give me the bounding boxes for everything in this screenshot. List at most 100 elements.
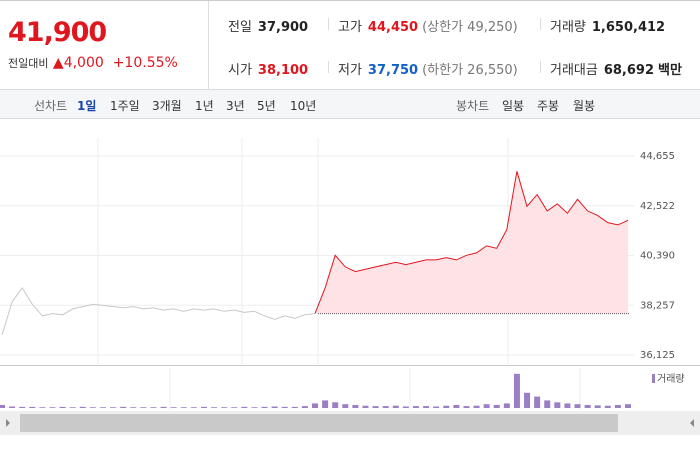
price-box: 41,900 전일대비 ▲4,000 +10.55%	[0, 1, 209, 89]
stat-label: 거래량	[550, 20, 586, 35]
legend-swatch	[652, 374, 655, 383]
period-button[interactable]: 5년	[257, 99, 276, 113]
volume-bar	[301, 406, 308, 408]
line	[1, 286, 316, 336]
volume-bar	[190, 407, 197, 408]
volume-bar	[59, 406, 66, 408]
separator	[540, 61, 541, 73]
candle-button[interactable]: 일봉	[502, 99, 525, 113]
y-tick-label: 38,257	[640, 300, 675, 311]
stat: 거래량 1,650,412	[550, 16, 665, 35]
candle-button[interactable]: 주봉	[537, 99, 560, 113]
separator	[328, 61, 329, 73]
volume-bar	[544, 400, 551, 408]
volume-bar	[241, 406, 248, 408]
candle-button[interactable]: 월봉	[573, 99, 596, 113]
volume-bar	[69, 407, 76, 408]
volume-bar	[453, 404, 460, 408]
volume-bar	[231, 407, 238, 408]
volume-bar	[0, 404, 5, 408]
scroll-left[interactable]	[6, 419, 10, 427]
period-button[interactable]: 3년	[226, 99, 245, 113]
volume-bar	[554, 402, 561, 408]
period-button[interactable]: 1년	[195, 99, 214, 113]
volume-bar	[473, 405, 480, 408]
y-tick-label: 36,125	[640, 350, 675, 361]
stat-value: 44,450	[367, 20, 419, 35]
line-chart-label: 선차트	[34, 99, 68, 113]
price: 41,900	[8, 17, 107, 48]
period-button[interactable]: 1일	[77, 99, 97, 113]
stat: 거래대금 68,692 백만	[550, 59, 682, 78]
change-label: 전일대비	[8, 57, 49, 70]
volume-bar	[382, 406, 389, 408]
volume-bar	[513, 373, 520, 408]
stat-value: 37,750	[367, 63, 419, 78]
volume-bar	[402, 406, 409, 408]
separator	[328, 18, 329, 30]
stat-label: 저가	[338, 63, 362, 78]
y-tick-label: 44,655	[640, 151, 675, 162]
stat: 저가 37,750 (하한가 26,550)	[338, 59, 518, 78]
volume-bar	[625, 404, 631, 408]
stat-value: 68,692	[603, 63, 655, 78]
period-button[interactable]: 1주일	[110, 99, 140, 113]
volume-bar	[332, 402, 339, 408]
volume-bar	[29, 406, 36, 408]
volume-bar	[412, 406, 419, 408]
volume-bar	[89, 407, 96, 408]
period-button[interactable]: 3개월	[152, 99, 182, 113]
volume-bar	[352, 404, 359, 408]
volume-bar	[574, 404, 581, 408]
scroll-right[interactable]	[690, 419, 694, 427]
volume-bar	[39, 407, 46, 408]
volume-bar	[342, 404, 349, 408]
y-tick-label: 42,522	[640, 201, 675, 212]
volume-bar	[49, 407, 56, 408]
volume-bar	[483, 404, 490, 408]
change-value: 4,000	[63, 55, 104, 71]
scrollbar-thumb[interactable]	[20, 414, 618, 432]
volume-bar	[594, 405, 601, 408]
volume-bar	[584, 404, 591, 408]
chart: 44,655 42,522 40,390 38,257 36,125 거래량	[0, 138, 700, 435]
volume-bar	[9, 406, 16, 408]
volume-bar	[271, 406, 278, 408]
volume-bar	[291, 406, 298, 408]
volume-bar	[130, 407, 137, 408]
y-tick-label: 40,390	[640, 251, 675, 262]
volume-bar	[281, 406, 288, 408]
candle-chart-label: 봉차트	[456, 99, 490, 113]
volume-bar	[362, 405, 369, 408]
change: 전일대비 ▲4,000 +10.55%	[8, 55, 178, 71]
stat-label: 고가	[338, 20, 362, 35]
stat-label: 전일	[228, 20, 252, 35]
volume-bar	[110, 407, 117, 408]
volume-bar	[524, 392, 531, 408]
stat: 고가 44,450 (상한가 49,250)	[338, 16, 518, 35]
volume-bar	[564, 403, 571, 408]
volume-bar	[534, 396, 541, 408]
volume-bar	[221, 407, 228, 408]
stat-value: 37,900	[257, 20, 309, 35]
stat-label: 시가	[228, 63, 252, 78]
volume-bar	[120, 406, 127, 408]
volume-bar	[312, 403, 318, 408]
stat-label: 거래대금	[550, 63, 598, 78]
change-pct: +10.55%	[112, 55, 178, 71]
volume-bar	[503, 403, 510, 408]
area	[315, 171, 628, 314]
stat-value: 38,100	[257, 63, 309, 78]
volume-bar	[170, 407, 177, 408]
volume-bar	[19, 406, 26, 408]
volume-bar	[160, 406, 167, 408]
separator	[540, 18, 541, 30]
volume-bar	[322, 400, 329, 408]
volume-bar	[423, 406, 430, 408]
volume-bar	[443, 405, 450, 408]
volume-bar	[140, 407, 147, 408]
period-button[interactable]: 10년	[290, 99, 317, 113]
volume-bar	[463, 406, 470, 408]
volume-bar	[614, 404, 621, 408]
